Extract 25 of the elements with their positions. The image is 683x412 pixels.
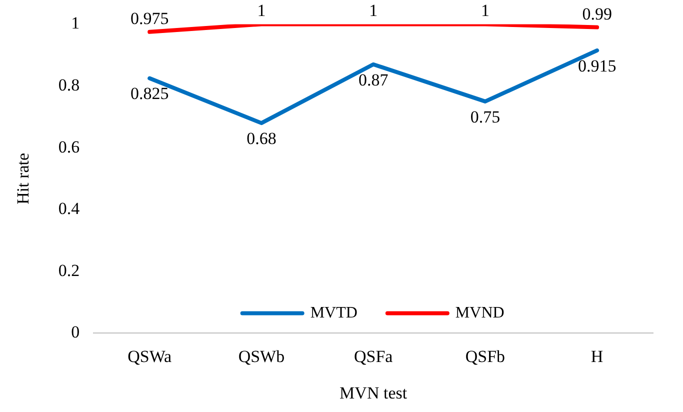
data-label: 0.915 bbox=[578, 56, 616, 76]
x-tick-label: QSWa bbox=[128, 346, 172, 366]
y-tick-label: 0.2 bbox=[58, 260, 80, 280]
x-axis-title: MVN test bbox=[340, 383, 408, 402]
data-label: 0.975 bbox=[130, 8, 169, 28]
x-tick-label: H bbox=[590, 346, 604, 366]
data-label: 0.99 bbox=[582, 4, 612, 24]
x-tick-label: QSFa bbox=[354, 346, 394, 366]
legend-label: MVTD bbox=[310, 304, 358, 322]
y-axis-title: Hit rate bbox=[14, 152, 33, 204]
data-label: 0.75 bbox=[470, 107, 500, 126]
y-tick-label: 0.4 bbox=[58, 199, 80, 218]
y-tick-label: 1 bbox=[71, 14, 80, 33]
legend-label: MVND bbox=[455, 304, 504, 322]
y-tick-label: 0 bbox=[71, 322, 80, 342]
y-tick-label: 0.6 bbox=[58, 137, 80, 156]
data-label: 1 bbox=[369, 1, 378, 20]
y-tick-label: 0.8 bbox=[58, 75, 80, 94]
data-label: 1 bbox=[480, 1, 490, 20]
x-tick-label: QSWb bbox=[238, 346, 285, 366]
data-label: 0.825 bbox=[130, 84, 169, 104]
data-label: 0.68 bbox=[246, 129, 276, 148]
data-label: 1 bbox=[257, 1, 266, 20]
x-tick-label: QSFb bbox=[465, 346, 506, 366]
data-label: 0.87 bbox=[358, 70, 389, 90]
